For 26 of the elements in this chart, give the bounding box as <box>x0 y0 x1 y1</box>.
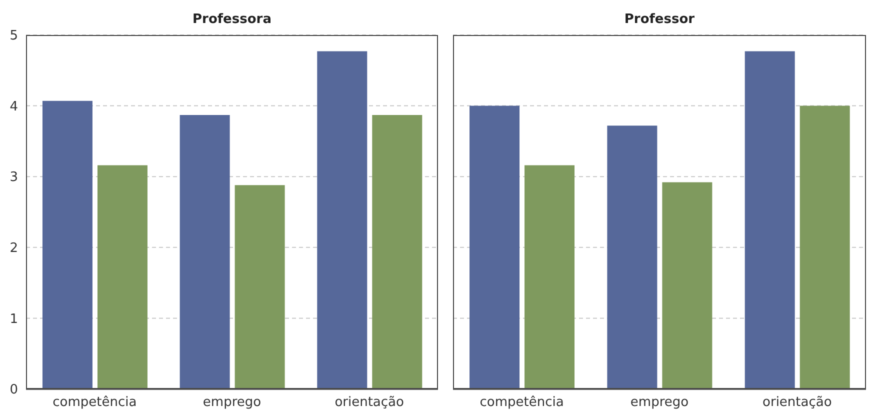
y-tick-label: 4 <box>10 99 18 114</box>
bar <box>234 185 285 389</box>
y-tick-label: 2 <box>10 241 18 256</box>
x-tick-label: orientação <box>334 395 404 410</box>
bar <box>662 182 712 389</box>
bar <box>372 115 422 389</box>
y-tick-label: 1 <box>10 312 18 327</box>
y-tick-label: 5 <box>10 28 18 44</box>
x-tick-label: emprego <box>202 395 262 410</box>
bar <box>97 165 148 389</box>
bar <box>800 106 850 389</box>
bar <box>180 115 230 389</box>
chart-title: Professor <box>623 12 696 27</box>
bar <box>42 100 92 389</box>
y-tick-label: 0 <box>10 382 18 398</box>
x-tick-label: competência <box>52 395 137 410</box>
chart-title: Professora <box>192 12 272 27</box>
x-tick-label: emprego <box>630 395 689 410</box>
bar <box>470 106 520 389</box>
bar <box>317 51 368 389</box>
bar <box>607 126 658 389</box>
bar <box>524 165 575 389</box>
x-tick-label: orientação <box>762 395 832 410</box>
x-tick-label: competência <box>480 395 564 410</box>
bar <box>744 51 795 389</box>
y-tick-label: 3 <box>10 170 18 186</box>
